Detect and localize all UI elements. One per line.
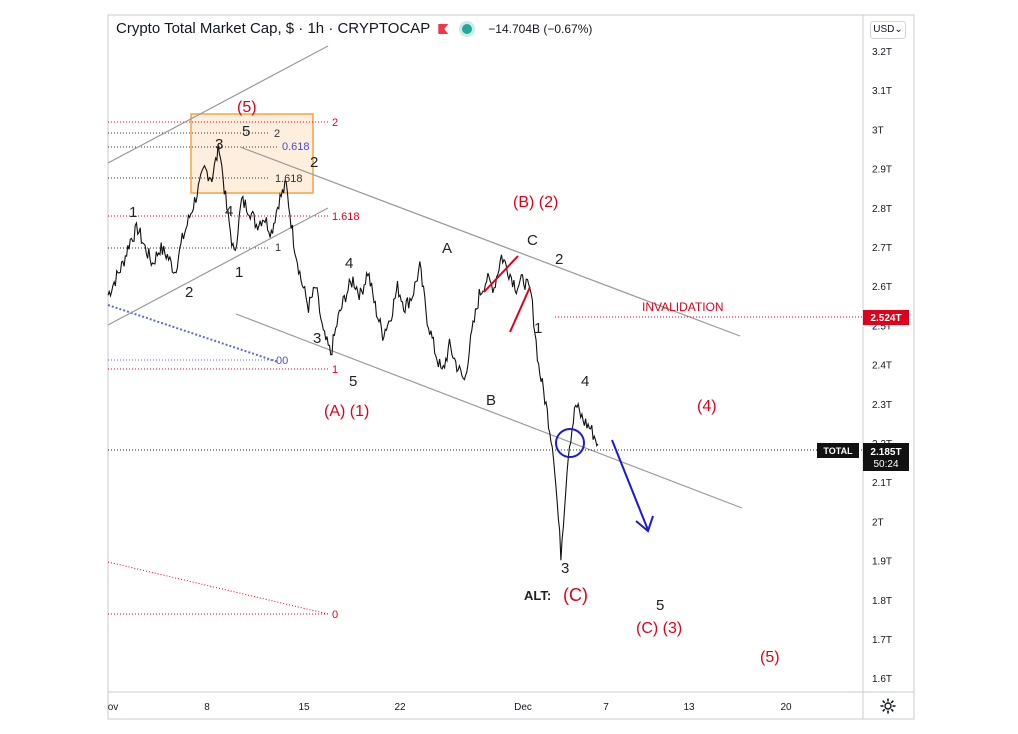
time-tick-label: 22 (394, 702, 406, 713)
wave-label: 4 (581, 373, 589, 390)
wave-label: 3 (561, 560, 569, 577)
wave-label: 3 (215, 136, 223, 153)
blue-circle-marker (555, 428, 585, 458)
price-tick-label: 1.9T (872, 557, 892, 568)
price-tick-label: 2.9T (872, 165, 892, 176)
wave-label: A (442, 240, 452, 257)
price-axis: 3.2T 3.1T 3T 2.9T 2.8T 2.7T 2.6T 2.5T 2.4T 2.3T 2.… (872, 47, 892, 685)
blue-arrow-head (635, 515, 654, 533)
wave-label-red: (B) (2) (513, 194, 558, 211)
time-tick-label: 8 (204, 702, 210, 713)
time-axis: ov 8 15 22 Dec 7 13 20 (108, 702, 792, 713)
invalidation-price-tag-text: 2.524T (870, 313, 901, 324)
invalidation-label: INVALIDATION (642, 300, 724, 314)
price-tick-label: 2.3T (872, 400, 892, 411)
fib-label-right-1: 1 (332, 364, 338, 376)
upper-rising-channel (107, 45, 329, 164)
fib-label-left-1618: 1.618 (275, 173, 303, 185)
chart-frame (107, 14, 915, 720)
time-tick-label: Dec (514, 702, 532, 713)
wave-label: C (527, 232, 538, 249)
wave-label: B (486, 392, 496, 409)
fib-lines-right (107, 121, 329, 615)
price-tick-label: 2.6T (872, 282, 892, 293)
fib-label-right-0: 0 (332, 609, 338, 621)
wave-label: 5 (656, 597, 664, 614)
wave-label-red: (C) (3) (636, 620, 682, 637)
time-tick-label: 13 (683, 702, 695, 713)
wave-label: 5 (242, 123, 250, 140)
wave-label-red: (5) (237, 99, 257, 116)
wave-label: 4 (225, 203, 233, 220)
wave-label: 3 (313, 330, 321, 347)
price-tick-label: 2.8T (872, 204, 892, 215)
time-tick-label: 7 (603, 702, 609, 713)
red-wave-line-1 (483, 255, 519, 293)
wave-label: 2 (310, 154, 318, 171)
current-price-tag (863, 443, 909, 471)
current-price-tag-text: 2.185T (870, 447, 901, 458)
price-tick-label: 2.1T (872, 478, 892, 489)
fib-lines-left (108, 132, 278, 249)
symbol-title[interactable]: Crypto Total Market Cap, $ · 1h · CRYPTO… (116, 20, 431, 37)
lower-falling-channel (235, 313, 743, 509)
blue-arrow-shaft (611, 439, 649, 531)
wave-label-red: (5) (760, 649, 780, 666)
wave-label: 2 (185, 284, 193, 301)
price-tick-label: 3.1T (872, 86, 892, 97)
price-tick-label: 2T (872, 517, 884, 528)
price-series-line (107, 144, 599, 561)
price-tick-label: 1.8T (872, 596, 892, 607)
price-tick-label: 2.7T (872, 243, 892, 254)
price-tick-label: 2.5T (872, 321, 892, 332)
countdown-text: 50:24 (873, 459, 898, 470)
wave-label-red: (4) (697, 398, 717, 415)
live-dot-icon (462, 24, 473, 34)
fib-label-left-0618: 0.618 (282, 141, 310, 153)
price-tick-label: 3.2T (872, 47, 892, 58)
wave-label: 1 (129, 204, 137, 221)
wave-label-red: (C) (563, 585, 588, 605)
wave-label: 2 (555, 251, 563, 268)
series-name-tag-text: TOTAL (823, 446, 853, 456)
wave-label: 4 (345, 255, 353, 272)
fib-label-right-1618: 1.618 (332, 211, 360, 223)
time-tick-label: ov (108, 702, 119, 713)
blue-dotted-trend (107, 304, 279, 363)
gear-icon[interactable] (879, 697, 897, 715)
price-tick-label: 1.6T (872, 674, 892, 685)
upper-falling-channel (239, 146, 741, 337)
time-tick-label: 15 (298, 702, 310, 713)
price-tick-label: 1.7T (872, 635, 892, 646)
wave-label-red: (A) (1) (324, 403, 369, 420)
fib-label-left-00: 00 (276, 355, 288, 367)
price-change: −14.704B (−0.67%) (488, 22, 593, 36)
fib-label-left-2: 2 (274, 128, 280, 140)
invalidation-price-tag (863, 310, 909, 325)
flag-icon[interactable] (438, 24, 449, 34)
chart-header: Crypto Total Market Cap, $ · 1h · CRYPTO… (116, 20, 592, 37)
wave-label: 5 (349, 373, 357, 390)
lower-rising-channel (107, 207, 329, 326)
price-tick-label: 3T (872, 125, 884, 136)
red-wave-line-2 (509, 286, 531, 333)
wave-label: 1 (534, 320, 542, 337)
series-name-tag (817, 443, 859, 458)
wave-label: 1 (235, 264, 243, 281)
fib-label-left-1: 1 (275, 242, 281, 254)
alt-label: ALT: (524, 588, 551, 603)
currency-button[interactable]: USD⌄ (870, 21, 906, 39)
fib-red-diagonal (107, 561, 329, 615)
fib-label-right-2: 2 (332, 117, 338, 129)
time-tick-label: 20 (780, 702, 792, 713)
price-tick-label: 2.4T (872, 361, 892, 372)
